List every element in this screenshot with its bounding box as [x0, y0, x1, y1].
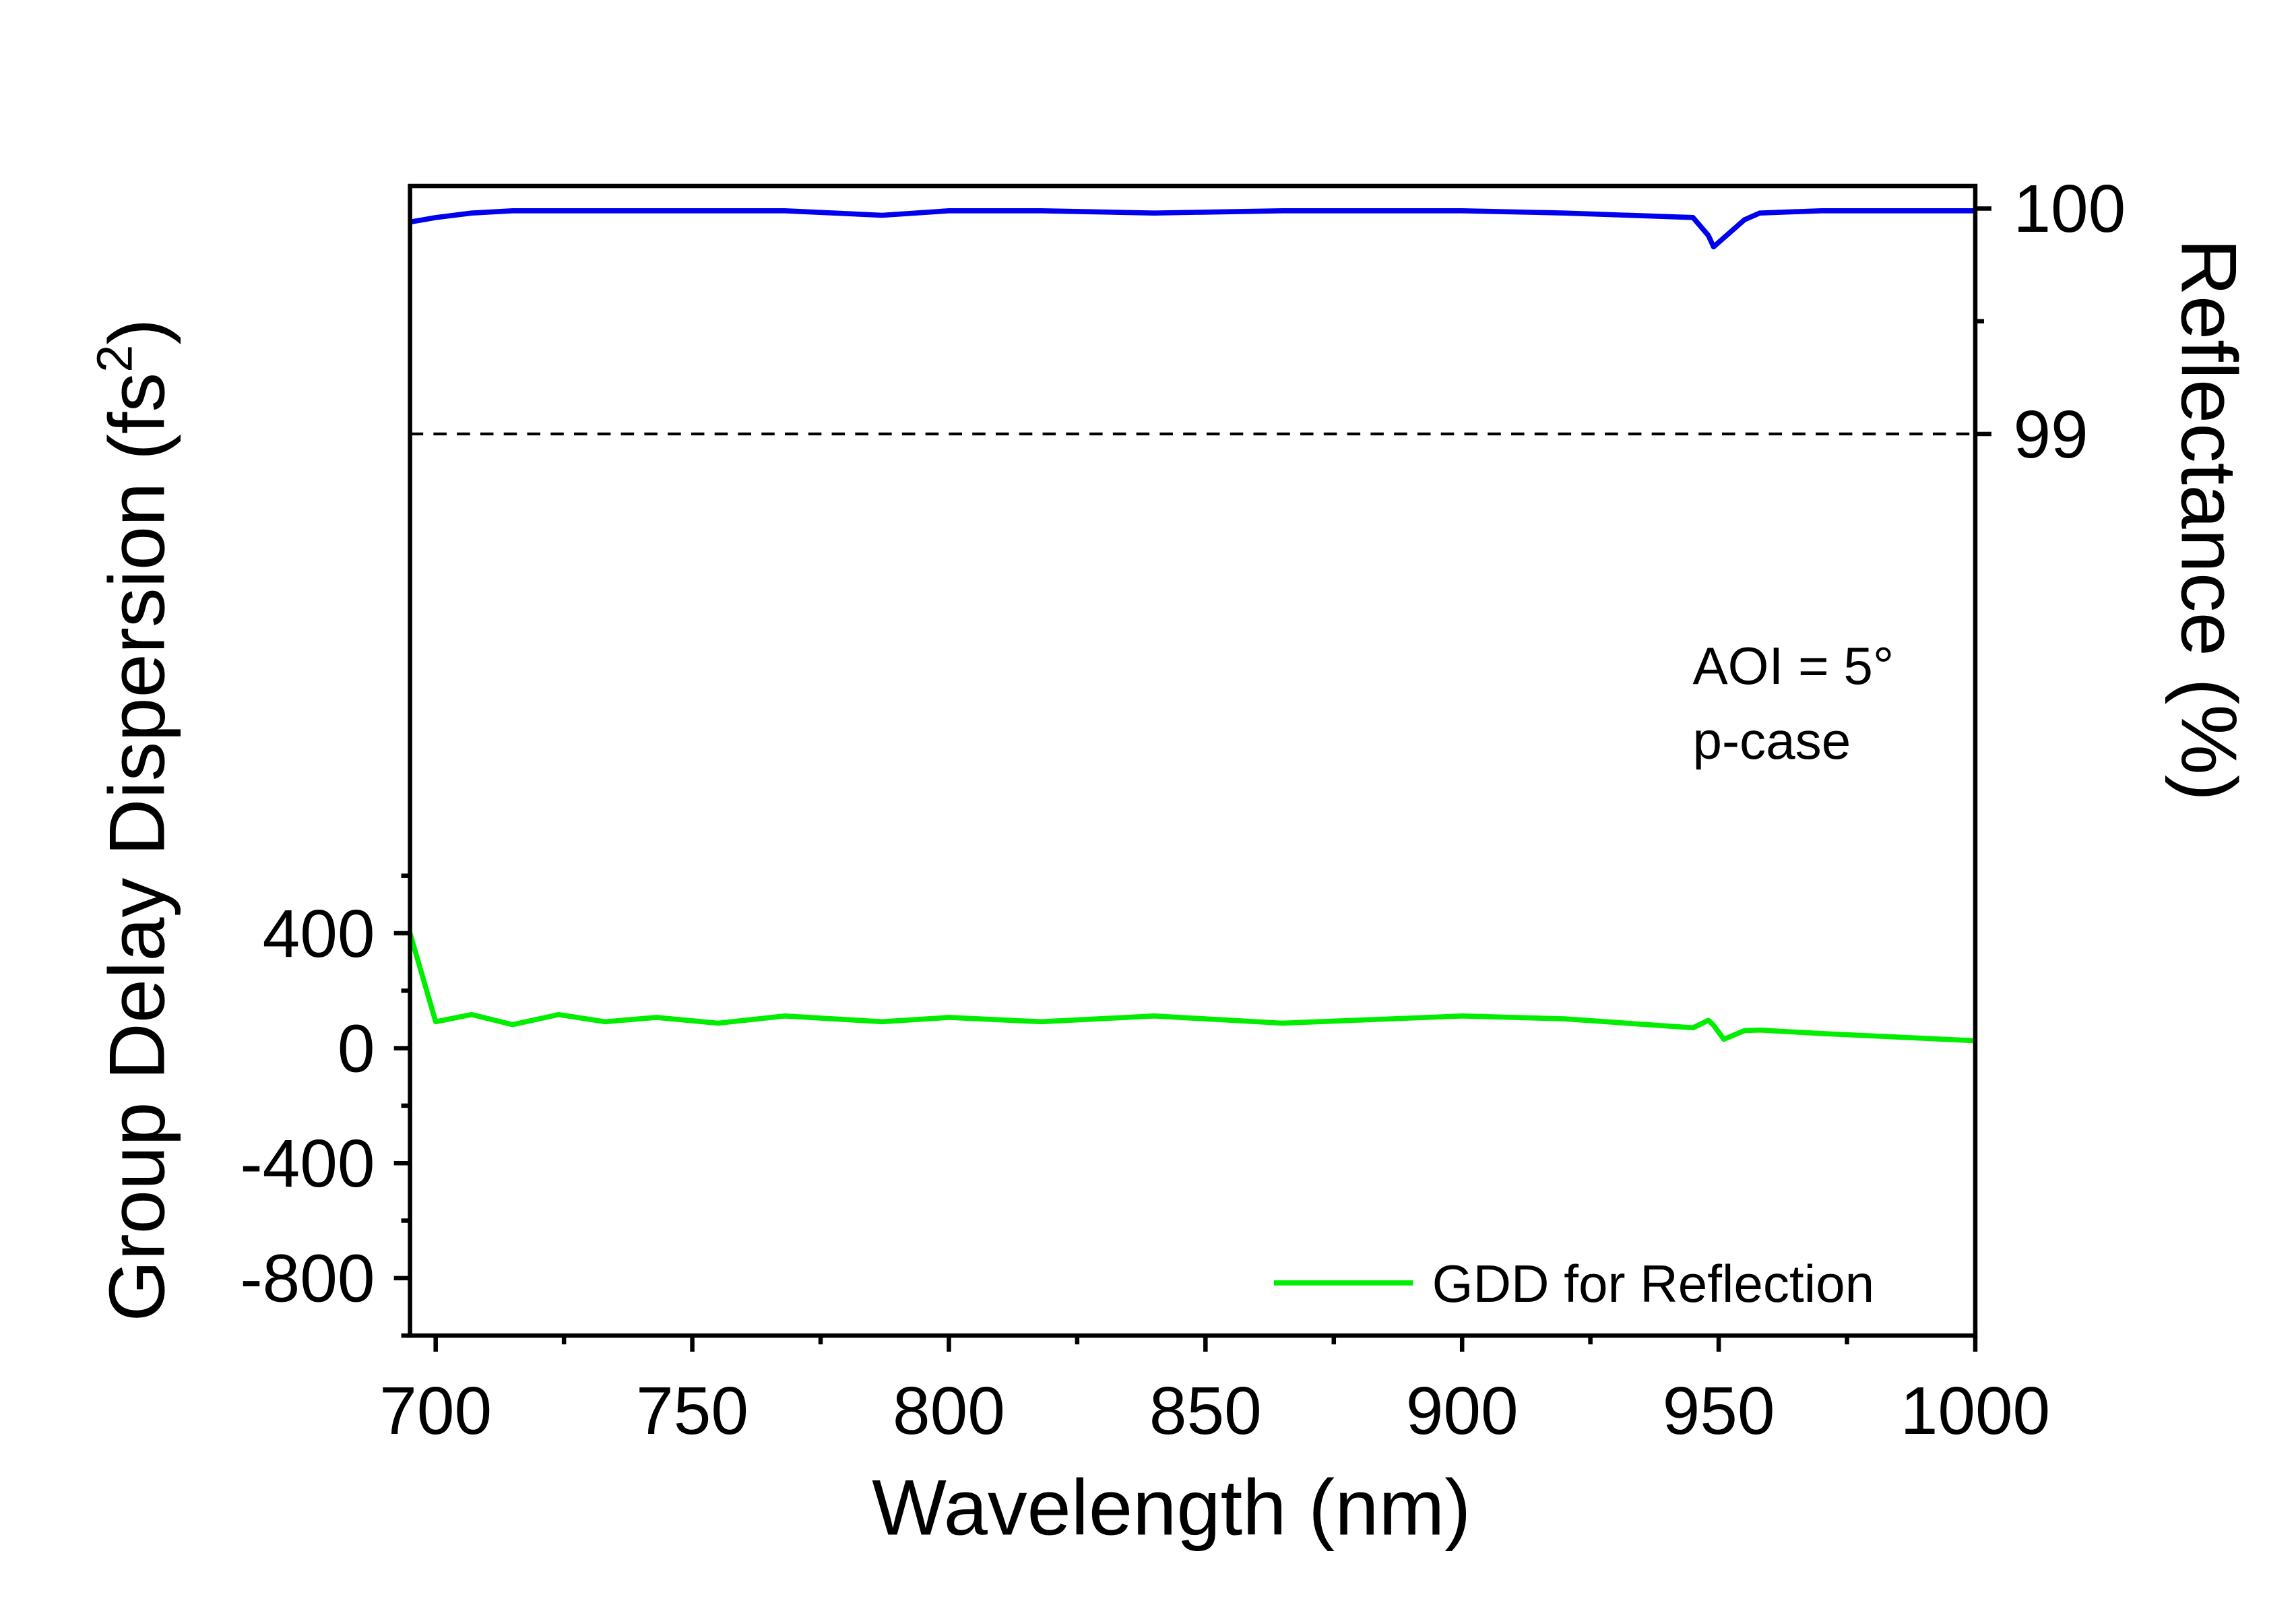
y2-tick-label: 99	[2013, 397, 2088, 472]
y-axis-title-sup: 2	[87, 345, 143, 373]
x-axis-title: Wavelength (nm)	[872, 1464, 1471, 1552]
y-axis-title-end: )	[92, 319, 181, 345]
x-tick-label: 1000	[1901, 1373, 2050, 1449]
data-line	[409, 208, 1975, 250]
x-tick-label: 700	[379, 1373, 492, 1449]
data-line	[407, 932, 1976, 1044]
x-tick-label: 950	[1663, 1373, 1775, 1449]
y-tick-label: -400	[240, 1126, 375, 1201]
y2-tick-label: 100	[2013, 171, 2126, 247]
y-tick-label: -800	[240, 1241, 375, 1317]
legend-label: GDD for Reflection	[1432, 1254, 1875, 1313]
x-tick-label: 900	[1406, 1373, 1519, 1449]
y-tick-label: 400	[263, 896, 375, 972]
y2-axis-title: Reflectance (%)	[2165, 239, 2253, 801]
x-tick-label: 850	[1149, 1373, 1262, 1449]
y-tick-label: 0	[338, 1011, 375, 1086]
y-axis-title-text: Group Delay Dispersion (fs	[92, 373, 181, 1322]
x-tick-label: 750	[636, 1373, 748, 1449]
annotation: p-case	[1693, 711, 1851, 770]
x-tick-label: 800	[893, 1373, 1005, 1449]
plot-frame	[408, 183, 1978, 1338]
y-axis-title: Group Delay Dispersion (fs2)	[87, 319, 181, 1322]
annotation: AOI = 5°	[1693, 636, 1894, 695]
